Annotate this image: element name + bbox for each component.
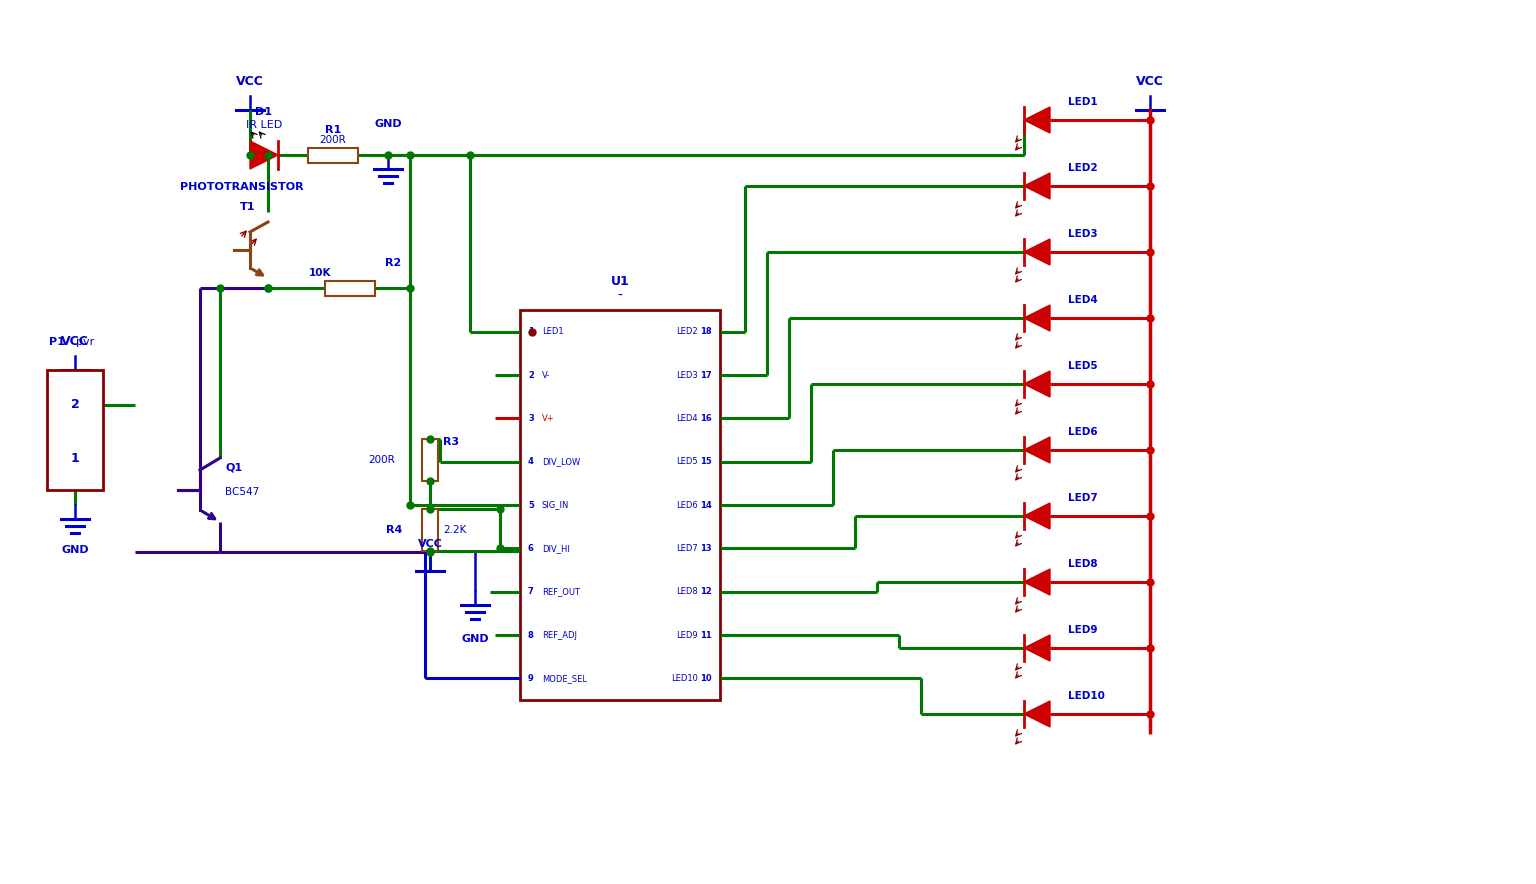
Text: P1: P1	[49, 337, 65, 347]
Text: LED5: LED5	[1068, 361, 1098, 371]
Text: V+: V+	[542, 414, 554, 423]
Text: GND: GND	[461, 634, 488, 644]
Text: R4: R4	[386, 525, 402, 535]
Text: VCC: VCC	[418, 539, 442, 549]
Text: 9: 9	[528, 674, 533, 682]
Text: VCC: VCC	[61, 335, 89, 348]
Text: R3: R3	[442, 437, 459, 447]
Text: LED9: LED9	[676, 630, 697, 639]
Text: 8: 8	[528, 630, 533, 639]
Text: LED10: LED10	[671, 674, 697, 682]
Text: VCC: VCC	[237, 75, 264, 88]
Text: R2: R2	[386, 258, 401, 268]
Text: 3: 3	[528, 414, 533, 423]
Text: LED8: LED8	[1068, 559, 1098, 569]
Text: LED6: LED6	[1068, 427, 1098, 437]
Polygon shape	[1025, 569, 1051, 595]
Text: DIV_HI: DIV_HI	[542, 544, 570, 552]
Text: LED7: LED7	[1068, 493, 1098, 503]
Text: LED9: LED9	[1068, 625, 1098, 635]
Text: LED4: LED4	[676, 414, 697, 423]
Text: GND: GND	[61, 545, 89, 555]
Text: 10K: 10K	[309, 268, 332, 278]
Text: pvr: pvr	[75, 337, 94, 347]
Text: 200R: 200R	[369, 455, 395, 465]
Text: 2.2K: 2.2K	[442, 525, 467, 535]
Text: T1: T1	[240, 202, 255, 212]
Polygon shape	[1025, 305, 1051, 331]
Text: 1: 1	[528, 327, 535, 336]
Text: LED2: LED2	[676, 327, 697, 336]
Text: Q1: Q1	[224, 462, 243, 472]
Text: LED4: LED4	[1068, 295, 1098, 305]
Text: IR LED: IR LED	[246, 120, 283, 130]
Text: LED10: LED10	[1068, 691, 1104, 701]
Text: 7: 7	[528, 587, 533, 596]
Text: 6: 6	[528, 544, 535, 552]
Text: SIG_IN: SIG_IN	[542, 500, 570, 509]
Polygon shape	[1025, 173, 1051, 199]
Text: 10: 10	[700, 674, 713, 682]
Text: LED1: LED1	[1068, 97, 1098, 107]
Text: LED6: LED6	[676, 500, 697, 509]
Text: 1: 1	[71, 452, 80, 464]
Text: GND: GND	[375, 119, 402, 129]
Polygon shape	[1025, 107, 1051, 133]
Text: LED5: LED5	[676, 457, 697, 466]
Polygon shape	[1025, 239, 1051, 265]
Text: 11: 11	[700, 630, 713, 639]
Text: U1: U1	[611, 275, 630, 288]
Bar	[422, 509, 438, 551]
Text: 2: 2	[528, 370, 535, 379]
Text: 5: 5	[528, 500, 535, 509]
Text: -: -	[617, 289, 622, 303]
Text: 200R: 200R	[319, 135, 347, 145]
Polygon shape	[1025, 437, 1051, 463]
Text: MODE_SEL: MODE_SEL	[542, 674, 587, 682]
Polygon shape	[1025, 503, 1051, 529]
Text: LED8: LED8	[676, 587, 697, 596]
Text: LED2: LED2	[1068, 163, 1098, 173]
Text: REF_ADJ: REF_ADJ	[542, 630, 578, 639]
Text: 18: 18	[700, 327, 713, 336]
Bar	[521, 310, 720, 700]
Text: 15: 15	[700, 457, 713, 466]
Polygon shape	[1025, 635, 1051, 661]
Polygon shape	[1025, 371, 1051, 397]
Text: VCC: VCC	[1137, 75, 1164, 88]
Bar	[326, 281, 375, 296]
Polygon shape	[1025, 701, 1051, 727]
Text: 16: 16	[700, 414, 713, 423]
Text: REF_OUT: REF_OUT	[542, 587, 581, 596]
Text: DIV_LOW: DIV_LOW	[542, 457, 581, 466]
Text: 14: 14	[700, 500, 713, 509]
Text: R1: R1	[326, 125, 341, 135]
Text: PHOTOTRANSISTOR: PHOTOTRANSISTOR	[180, 182, 304, 192]
Text: 4: 4	[528, 457, 535, 466]
Bar	[422, 439, 438, 481]
Text: BC547: BC547	[224, 487, 260, 497]
Text: 17: 17	[700, 370, 713, 379]
Text: LED7: LED7	[676, 544, 697, 552]
Bar	[309, 148, 358, 163]
Bar	[48, 370, 103, 490]
Text: 12: 12	[700, 587, 713, 596]
Text: D1: D1	[255, 107, 272, 117]
Text: V-: V-	[542, 370, 550, 379]
Text: LED1: LED1	[542, 327, 564, 336]
Text: LED3: LED3	[1068, 229, 1098, 239]
Text: 13: 13	[700, 544, 713, 552]
Polygon shape	[250, 141, 278, 169]
Text: 2: 2	[71, 399, 80, 411]
Text: LED3: LED3	[676, 370, 697, 379]
